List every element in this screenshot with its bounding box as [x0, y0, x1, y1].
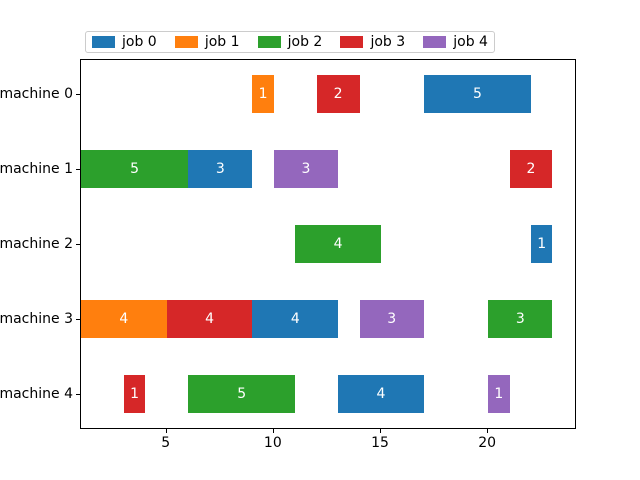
task-bar-machine-1-job-4: 3 — [273, 150, 339, 188]
task-bar-label: 4 — [205, 311, 215, 327]
task-bar-machine-3-job-0: 4 — [252, 300, 339, 338]
task-bar-machine-4-job-4: 1 — [488, 375, 510, 413]
task-bar-label: 3 — [515, 311, 525, 327]
legend-item-label: job 1 — [204, 34, 240, 50]
legend-swatch-job-3 — [340, 36, 364, 48]
y-axis-label-machine-1: machine 1 — [0, 161, 73, 177]
x-tick-mark — [487, 429, 489, 433]
task-bar-machine-3-job-1: 4 — [81, 300, 167, 338]
legend-swatch-job-1 — [174, 36, 198, 48]
x-tick-mark — [272, 429, 274, 433]
y-tick-mark — [76, 169, 80, 170]
task-bar-label: 3 — [387, 311, 397, 327]
x-tick-label-5: 5 — [161, 435, 171, 451]
y-tick-mark — [76, 394, 80, 395]
y-axis-label-machine-4: machine 4 — [0, 386, 73, 402]
task-bar-label: 1 — [130, 386, 140, 402]
task-bar-machine-0-job-0: 5 — [423, 75, 531, 113]
x-tick-mark — [380, 429, 381, 433]
task-bar-label: 1 — [494, 386, 504, 402]
task-bar-label: 5 — [130, 161, 140, 177]
plot-area: 1 2 5 5 3 3 2 4 1 4 4 4 3 3 1 5 4 1 — [80, 59, 576, 429]
legend-item-label: job 3 — [370, 34, 406, 50]
legend-item-label: job 2 — [287, 34, 323, 50]
task-bar-machine-1-job-3: 2 — [509, 150, 553, 188]
task-bar-label: 3 — [215, 161, 225, 177]
task-bar-machine-2-job-2: 4 — [295, 225, 381, 263]
task-bar-label: 1 — [537, 236, 547, 252]
x-tick-label-10: 10 — [263, 435, 282, 451]
task-bar-machine-3-job-4: 3 — [359, 300, 424, 338]
y-tick-mark — [76, 319, 80, 320]
task-bar-machine-1-job-2: 5 — [81, 150, 189, 188]
x-tick-label-15: 15 — [371, 435, 389, 451]
task-bar-label: 2 — [526, 161, 536, 177]
legend-item-label: job 4 — [453, 34, 488, 50]
task-bar-label: 5 — [237, 386, 247, 402]
y-axis-label-machine-3: machine 3 — [0, 311, 73, 327]
task-bar-machine-4-job-2: 5 — [188, 375, 296, 413]
task-bar-machine-0-job-1: 1 — [252, 75, 274, 113]
task-bar-machine-2-job-0: 1 — [531, 225, 553, 263]
y-tick-mark — [76, 94, 80, 95]
y-tick-mark — [76, 244, 80, 245]
y-axis-label-machine-2: machine 2 — [0, 236, 73, 252]
legend-swatch-job-4 — [423, 36, 447, 48]
task-bar-label: 1 — [258, 86, 268, 102]
task-bar-label: 4 — [290, 311, 300, 327]
legend-swatch-job-2 — [257, 36, 281, 48]
task-bar-machine-4-job-0: 4 — [338, 375, 424, 413]
task-bar-label: 5 — [472, 86, 482, 102]
task-bar-machine-3-job-3: 4 — [166, 300, 253, 338]
legend-item-job-2: job 2 — [257, 34, 323, 50]
legend-item-label: job 0 — [122, 34, 157, 50]
task-bar-label: 4 — [119, 311, 129, 327]
task-bar-label: 4 — [376, 386, 386, 402]
task-bar-label: 2 — [333, 86, 343, 102]
task-bar-machine-1-job-0: 3 — [188, 150, 253, 188]
task-bar-machine-0-job-3: 2 — [316, 75, 360, 113]
legend-item-job-3: job 3 — [340, 35, 405, 49]
task-bar-machine-3-job-2: 3 — [488, 300, 553, 338]
legend-item-job-1: job 1 — [174, 34, 240, 50]
task-bar-label: 3 — [301, 161, 311, 177]
y-axis-label-machine-0: machine 0 — [0, 86, 73, 102]
legend-swatch-job-0 — [92, 36, 115, 48]
x-tick-label-20: 20 — [478, 435, 497, 451]
legend: job 0 job 1 job 2 job 3 job 4 — [85, 31, 495, 53]
x-tick-mark — [165, 429, 167, 433]
legend-item-job-0: job 0 — [92, 35, 157, 49]
task-bar-label: 4 — [333, 236, 343, 252]
legend-item-job-4: job 4 — [423, 35, 488, 49]
task-bar-machine-4-job-3: 1 — [123, 375, 146, 413]
